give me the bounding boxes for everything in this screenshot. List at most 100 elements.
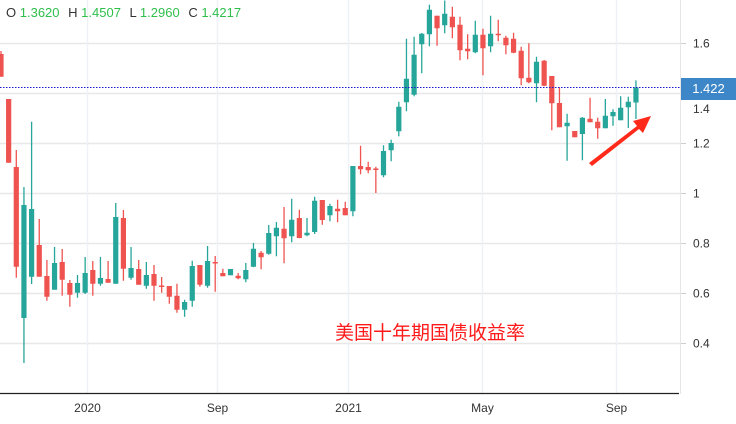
candle	[403, 38, 410, 112]
y-tick-label: 1	[693, 187, 700, 201]
candle-body	[273, 227, 279, 237]
candle-body	[13, 167, 19, 267]
candle	[273, 222, 279, 257]
candle	[526, 43, 532, 84]
candle-body	[357, 166, 364, 170]
candle-body	[67, 283, 73, 295]
candle	[235, 273, 241, 280]
candle-body	[350, 166, 356, 212]
candle-body	[365, 167, 371, 171]
candle-body	[503, 37, 509, 46]
candle	[342, 201, 348, 216]
candle	[0, 51, 4, 77]
candle-body	[518, 50, 524, 79]
y-tick-label: 1.6	[693, 37, 710, 51]
candle	[449, 6, 455, 39]
candle	[319, 200, 325, 225]
candle-body	[457, 24, 463, 51]
candle-body	[434, 15, 440, 29]
candle-body	[396, 106, 402, 132]
candle	[602, 99, 608, 129]
candle-body	[465, 48, 471, 52]
candle	[365, 161, 371, 174]
candle-body	[182, 302, 188, 310]
candle	[258, 251, 264, 270]
candle-body	[159, 285, 165, 287]
candle-body	[373, 168, 379, 170]
candle-body	[495, 33, 501, 36]
candle-body	[319, 200, 325, 220]
candle	[396, 101, 402, 137]
low-value: 1.2960	[139, 5, 180, 20]
candle	[434, 15, 440, 46]
candle	[29, 121, 35, 284]
candle	[289, 198, 295, 243]
candle	[243, 263, 249, 283]
candle-body	[403, 78, 410, 103]
candle	[182, 299, 188, 317]
candle-body	[212, 262, 218, 264]
candle	[556, 87, 563, 128]
candle	[151, 265, 157, 301]
candle-body	[533, 61, 540, 84]
candle-body	[90, 270, 96, 284]
candle	[59, 249, 65, 296]
candle-body	[442, 13, 448, 26]
candle	[21, 187, 27, 363]
y-tick-label: 0.4	[693, 337, 710, 351]
candle	[6, 99, 12, 163]
x-tick-label: Sep	[606, 401, 628, 415]
candle-body	[411, 54, 417, 95]
candle	[304, 218, 310, 237]
candle-body	[266, 233, 272, 254]
candle	[36, 219, 42, 277]
candle	[312, 196, 318, 234]
candle-body	[44, 276, 50, 297]
candle	[495, 19, 501, 42]
candle	[373, 166, 379, 193]
candle	[411, 36, 417, 97]
ohlc-legend: O 1.3620 H 1.4507 L 1.2960 C 1.4217	[6, 5, 246, 20]
candle	[480, 28, 486, 76]
candle	[113, 203, 119, 284]
candle-body	[419, 33, 425, 45]
candle	[159, 277, 165, 293]
candle-body	[312, 200, 318, 232]
candle-body	[335, 208, 341, 212]
x-axis: 2020 Sep 2021 May Sep	[74, 401, 627, 415]
candle	[350, 166, 356, 217]
candle	[618, 96, 624, 121]
candle	[335, 199, 341, 223]
candle-body	[572, 131, 578, 138]
candle	[220, 268, 226, 277]
candle	[472, 20, 478, 54]
x-tick-label: Sep	[207, 401, 229, 415]
candle-body	[51, 263, 58, 290]
candle-body	[250, 248, 257, 267]
candle-body	[388, 143, 394, 151]
candle	[380, 145, 387, 178]
candle-body	[342, 208, 348, 216]
candle-body	[59, 262, 65, 280]
candle	[426, 4, 432, 47]
candle	[625, 96, 631, 128]
candle-body	[151, 274, 157, 286]
x-tick-label: May	[471, 401, 494, 415]
candle	[250, 243, 257, 268]
candle-body	[6, 99, 12, 163]
candle	[136, 260, 142, 285]
candle	[465, 34, 471, 60]
candle	[197, 265, 203, 287]
candle-body	[480, 34, 486, 49]
candle-body	[449, 16, 455, 28]
candle	[357, 145, 364, 175]
candle-body	[243, 270, 249, 280]
last-price-label: 1.422	[681, 78, 736, 100]
chart-annotation: 美国十年期国债收益率	[335, 322, 526, 344]
candle	[143, 262, 149, 289]
candle-body	[304, 232, 310, 236]
candle-body	[258, 252, 264, 258]
candle	[97, 257, 104, 286]
candle	[518, 46, 524, 86]
